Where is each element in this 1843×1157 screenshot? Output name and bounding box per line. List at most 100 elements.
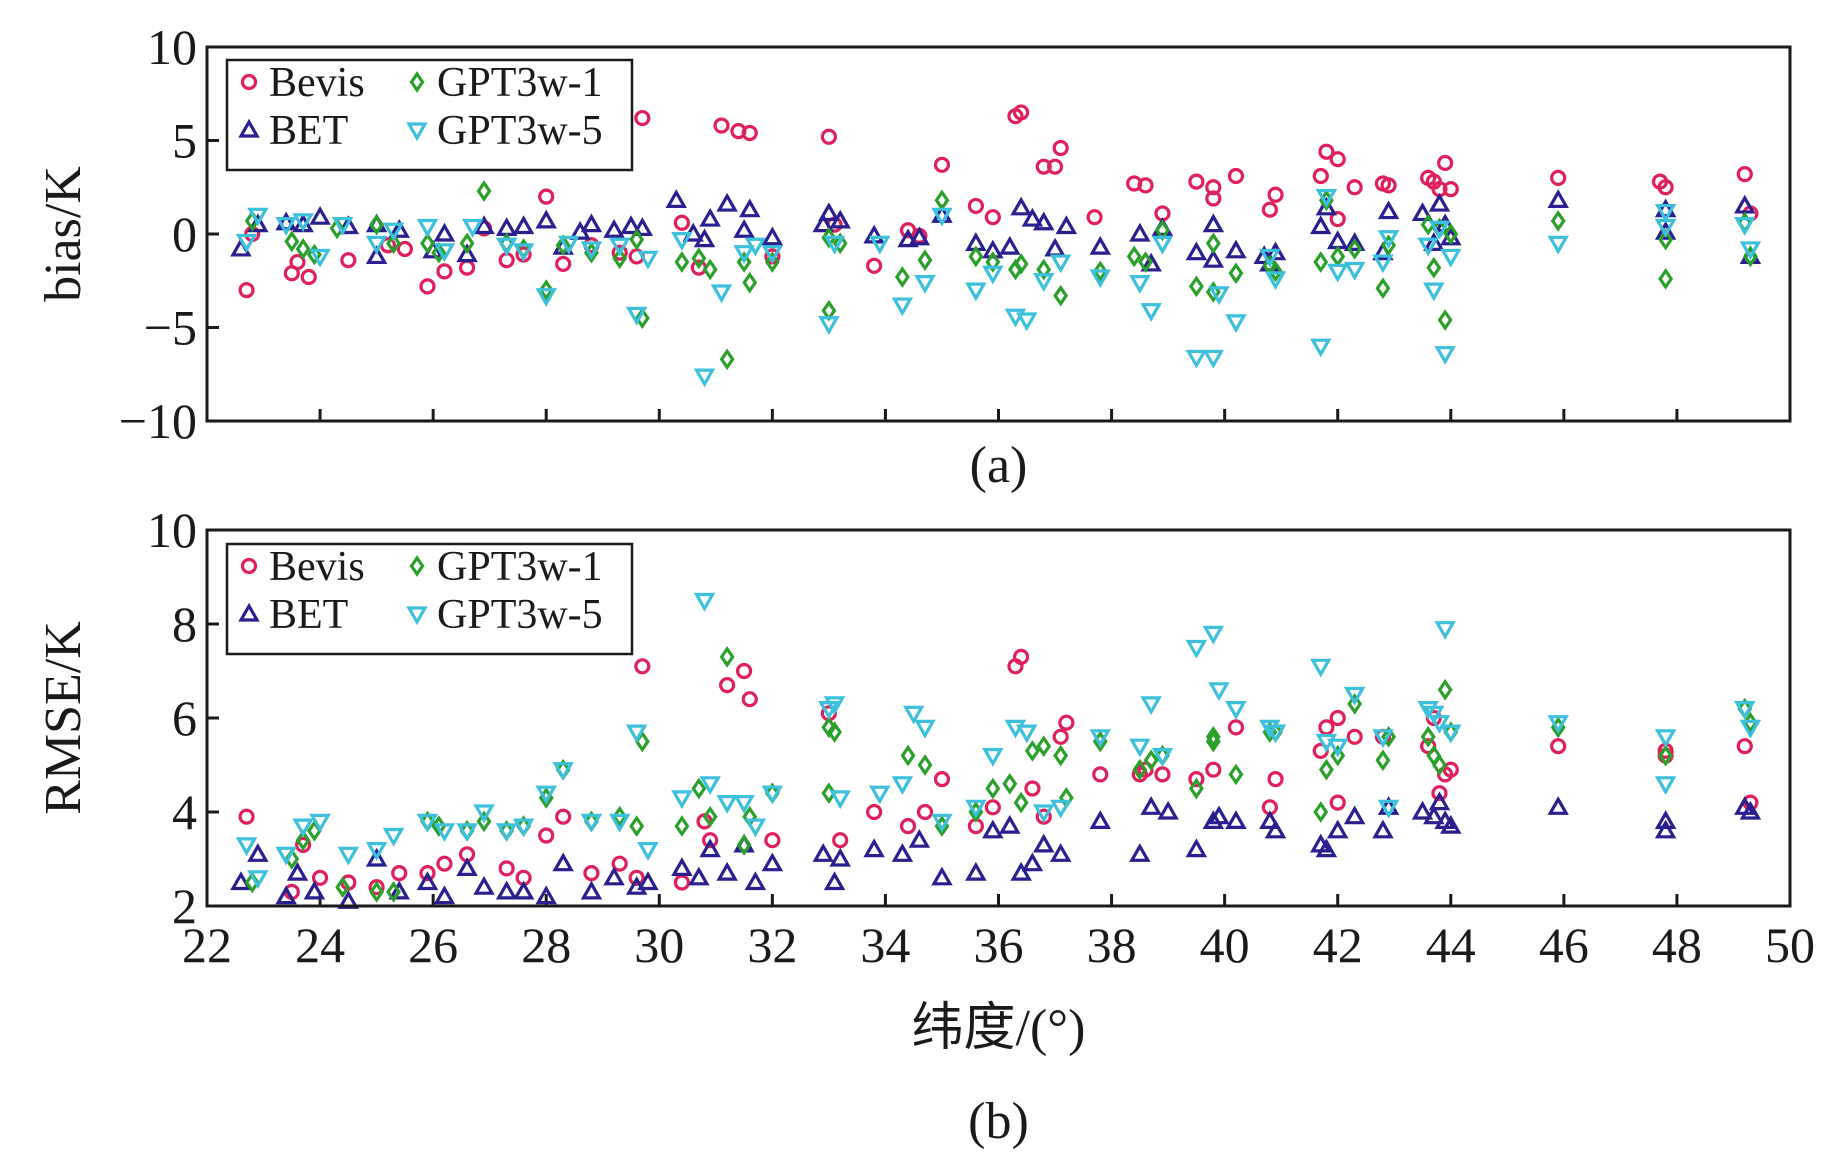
data-point-bet <box>699 207 721 227</box>
legend-marker-bevis <box>240 73 258 91</box>
data-point-gpt3w-5 <box>247 870 269 890</box>
data-point-gpt3w-1 <box>934 189 950 212</box>
data-point-bevis <box>735 662 753 680</box>
data-point-gpt3w-1 <box>1375 277 1391 300</box>
data-point-bet <box>693 228 716 248</box>
data-point-bevis <box>673 214 691 231</box>
data-point-bevis <box>238 282 255 299</box>
x-tick-label: 34 <box>860 917 910 973</box>
data-point-gpt3w-5 <box>1309 658 1332 678</box>
data-point-bevis <box>984 799 1001 816</box>
data-point-bet <box>1010 861 1032 881</box>
data-point-bevis <box>300 268 317 286</box>
data-point-gpt3w-5 <box>699 776 721 796</box>
data-point-bet <box>1315 196 1338 216</box>
data-point-gpt3w-1 <box>284 230 300 253</box>
data-point-bevis <box>719 676 736 694</box>
data-point-bet <box>1326 230 1349 250</box>
x-tick-label: 44 <box>1426 917 1476 973</box>
data-point-bet <box>1129 222 1151 242</box>
data-point-bevis <box>1329 210 1346 228</box>
data-point-bet <box>738 198 761 218</box>
data-point-gpt3w-5 <box>512 243 535 263</box>
data-point-gpt3w-5 <box>1202 349 1225 369</box>
data-point-bet <box>230 871 252 891</box>
data-point-bevis <box>1227 167 1245 185</box>
data-point-bevis <box>741 124 758 142</box>
data-point-gpt3w-1 <box>1053 744 1069 767</box>
data-point-bevis <box>866 803 883 821</box>
data-point-bet <box>433 222 456 242</box>
data-point-bevis <box>1092 766 1109 783</box>
data-point-bevis <box>1046 158 1064 175</box>
data-point-gpt3w-5 <box>869 235 891 255</box>
data-point-gpt3w-1 <box>1228 763 1244 786</box>
data-point-gpt3w-1 <box>1013 791 1029 814</box>
data-point-gpt3w-5 <box>275 846 297 866</box>
data-point-bet <box>512 215 535 235</box>
data-point-gpt3w-5 <box>456 823 478 843</box>
data-point-bevis <box>1188 770 1205 788</box>
legend-label-gpt3w-1: GPT3w-1 <box>437 60 603 106</box>
data-point-bet <box>1010 196 1032 216</box>
data-point-bet <box>247 843 269 862</box>
data-point-gpt3w-1 <box>1318 758 1334 781</box>
data-point-bet <box>829 847 851 867</box>
data-point-gpt3w-5 <box>1032 273 1055 292</box>
data-point-gpt3w-1 <box>1092 260 1108 283</box>
panel-b-marks <box>230 592 1762 909</box>
data-point-bevis <box>916 803 934 821</box>
data-point-gpt3w-5 <box>671 790 693 810</box>
data-point-bevis <box>1013 104 1030 121</box>
data-point-gpt3w-5 <box>235 233 258 253</box>
data-point-gpt3w-1 <box>1437 678 1453 701</box>
panel-b-x-axis-title: 纬度/(°) <box>912 1000 1086 1057</box>
data-point-gpt3w-1 <box>742 271 758 294</box>
data-point-gpt3w-1 <box>476 810 492 833</box>
legend-label-gpt3w-1: GPT3w-1 <box>437 544 603 590</box>
data-point-gpt3w-1 <box>476 180 492 202</box>
data-point-bevis <box>1058 714 1075 731</box>
data-point-bet <box>1440 814 1462 834</box>
data-point-gpt3w-1 <box>691 777 707 800</box>
data-point-gpt3w-5 <box>580 813 603 833</box>
data-point-gpt3w-5 <box>1049 799 1072 819</box>
data-point-gpt3w-1 <box>1658 228 1674 251</box>
x-tick-label: 40 <box>1200 917 1250 973</box>
y-tick-label: 0 <box>172 206 197 262</box>
legend-marker-bet <box>238 118 260 138</box>
y-tick-label: −5 <box>144 300 197 356</box>
data-point-gpt3w-1 <box>1347 693 1363 715</box>
data-point-gpt3w-5 <box>716 794 738 814</box>
data-point-bet <box>818 202 840 222</box>
data-point-gpt3w-5 <box>1140 303 1162 322</box>
data-point-gpt3w-1 <box>827 721 842 743</box>
data-point-bevis <box>1086 209 1103 226</box>
data-point-gpt3w-5 <box>247 207 269 227</box>
data-point-bevis <box>1154 766 1171 783</box>
data-point-gpt3w-5 <box>1259 719 1281 739</box>
data-point-gpt3w-5 <box>1377 799 1400 819</box>
data-point-gpt3w-5 <box>1089 729 1112 749</box>
data-point-gpt3w-5 <box>823 235 846 255</box>
data-point-gpt3w-5 <box>535 785 557 805</box>
data-point-bet <box>1734 194 1756 214</box>
data-point-bet <box>1032 211 1055 231</box>
data-point-gpt3w-5 <box>416 813 439 833</box>
data-point-bevis <box>1318 143 1335 160</box>
data-point-bevis <box>611 855 628 872</box>
data-point-gpt3w-5 <box>1185 349 1208 369</box>
data-point-gpt3w-1 <box>1347 238 1363 260</box>
data-point-gpt3w-1 <box>1550 210 1566 232</box>
data-point-bet <box>1326 819 1349 839</box>
data-point-gpt3w-5 <box>1032 804 1055 824</box>
data-point-gpt3w-1 <box>369 213 385 236</box>
data-point-gpt3w-5 <box>1264 724 1287 744</box>
data-point-bet <box>999 235 1021 255</box>
data-point-bevis <box>1013 648 1030 666</box>
data-point-bet <box>1259 810 1281 830</box>
panel-a-label: (a) <box>970 437 1028 494</box>
data-point-bet <box>908 828 931 848</box>
data-point-bevis <box>238 808 255 825</box>
data-point-gpt3w-1 <box>612 247 628 270</box>
